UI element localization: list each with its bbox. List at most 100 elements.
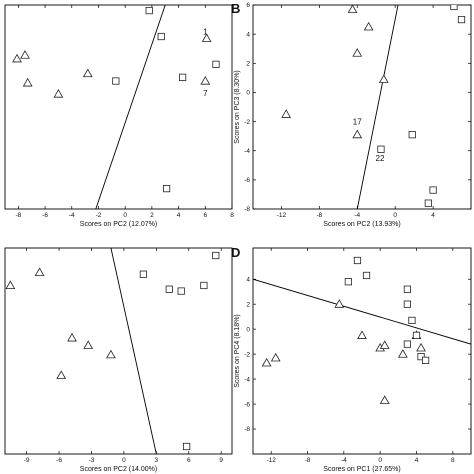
x-axis-label: Scores on PC2 (14.00%) bbox=[80, 466, 157, 473]
plot-frame bbox=[252, 4, 472, 210]
triangle-point bbox=[261, 357, 272, 367]
triangle-point bbox=[83, 340, 94, 349]
triangle-point bbox=[379, 340, 390, 349]
x-tick-label: 6 bbox=[187, 457, 191, 464]
decision-boundary bbox=[95, 5, 166, 209]
triangle-point bbox=[22, 77, 33, 87]
triangle-point bbox=[379, 395, 390, 404]
triangle-point bbox=[397, 349, 408, 358]
square-point bbox=[424, 199, 432, 207]
triangle-point bbox=[200, 76, 211, 85]
x-tick-label: 0 bbox=[123, 212, 127, 219]
triangle-point bbox=[352, 129, 363, 139]
x-tick-label: 3 bbox=[155, 457, 159, 464]
x-tick-label: -4 bbox=[354, 212, 360, 219]
square-point bbox=[182, 442, 191, 451]
square-point bbox=[162, 184, 171, 193]
square-point bbox=[408, 316, 416, 325]
triangle-point bbox=[20, 50, 30, 59]
square-point bbox=[362, 271, 371, 280]
point-annotation: 7 bbox=[203, 89, 208, 98]
square-point bbox=[403, 285, 412, 293]
square-point bbox=[145, 6, 153, 15]
x-tick-label: -4 bbox=[341, 457, 347, 464]
triangle-point bbox=[67, 332, 77, 342]
y-tick-label: 2 bbox=[246, 60, 250, 67]
plot-frame bbox=[252, 247, 472, 455]
point-annotation: 22 bbox=[376, 154, 385, 163]
x-tick-label: -2 bbox=[96, 212, 102, 219]
x-tick-label: -8 bbox=[305, 457, 311, 464]
y-tick-label: -6 bbox=[244, 401, 250, 408]
point-annotation: 17 bbox=[353, 117, 362, 126]
panel-3: -9 -6 -3 0 3 6 9 Scores on PC2 (14.00%) bbox=[4, 247, 233, 473]
y-tick-label: 6 bbox=[246, 2, 250, 9]
square-point bbox=[178, 73, 187, 81]
x-tick-label: 0 bbox=[393, 212, 397, 219]
triangle-point bbox=[82, 68, 93, 78]
x-tick-label: -3 bbox=[89, 457, 95, 464]
x-tick-label: -9 bbox=[24, 457, 30, 464]
square-point bbox=[403, 300, 412, 308]
decision-boundary bbox=[253, 278, 471, 345]
x-tick-label: 4 bbox=[431, 212, 435, 219]
square-point bbox=[450, 5, 458, 11]
square-point bbox=[212, 60, 220, 68]
square-point bbox=[200, 281, 208, 290]
plot-area bbox=[253, 256, 471, 404]
triangle-point bbox=[106, 349, 116, 359]
y-axis-label: Scores on PC3 (8.30%) bbox=[234, 70, 241, 144]
square-point bbox=[429, 186, 437, 194]
square-point bbox=[177, 287, 185, 295]
triangle-point bbox=[270, 352, 281, 362]
square-point bbox=[417, 353, 425, 361]
triangle-point bbox=[281, 109, 292, 118]
y-tick-label: -4 bbox=[244, 376, 250, 383]
plot-area bbox=[281, 5, 466, 209]
panel-1: -8 -6 -4 -2 0 2 4 6 8 Scores on PC2 (12.07%) 1 7 bbox=[4, 4, 234, 228]
y-tick-label: 4 bbox=[246, 31, 250, 38]
square-point bbox=[344, 278, 352, 286]
x-tick-label: -8 bbox=[15, 212, 21, 219]
plot-frame bbox=[4, 247, 233, 455]
x-tick-label: 2 bbox=[150, 212, 154, 219]
x-tick-label: 8 bbox=[230, 212, 234, 219]
x-tick-label: 9 bbox=[219, 457, 223, 464]
point-annotation: 1 bbox=[203, 28, 208, 37]
triangle-point bbox=[347, 5, 358, 13]
triangle-point bbox=[34, 267, 45, 276]
panel-2: -12 -8 -4 0 4 -8 -6 -4 -2 0 2 4 6 Scores on PC2 (13.9… bbox=[231, 1, 472, 228]
triangle-point bbox=[352, 48, 363, 57]
plot-frame bbox=[4, 4, 233, 210]
square-point bbox=[457, 15, 466, 24]
square-point bbox=[421, 356, 430, 364]
triangle-point bbox=[357, 330, 367, 339]
y-tick-label: -8 bbox=[244, 206, 250, 213]
x-tick-label: -4 bbox=[69, 212, 75, 219]
square-point bbox=[377, 145, 385, 153]
square-point bbox=[112, 77, 120, 85]
square-point bbox=[165, 285, 173, 293]
x-tick-label: -8 bbox=[316, 212, 322, 219]
x-axis-label: Scores on PC1 (27.65%) bbox=[323, 466, 400, 473]
triangle-point bbox=[201, 33, 212, 42]
panel-4: -12 -8 -4 0 4 8 -8 -6 -4 -2 0 2 4 Scores on PC1 (27.6… bbox=[231, 245, 472, 473]
x-tick-label: 0 bbox=[378, 457, 382, 464]
x-tick-label: -12 bbox=[277, 212, 287, 219]
triangle-point bbox=[5, 280, 16, 290]
square-point bbox=[212, 251, 220, 260]
triangle-point bbox=[12, 53, 22, 63]
panel-letter: B bbox=[231, 1, 240, 16]
square-point bbox=[353, 256, 362, 265]
decision-boundary bbox=[110, 248, 157, 454]
triangle-point bbox=[53, 89, 64, 98]
decision-boundary bbox=[356, 5, 399, 209]
y-tick-label: 2 bbox=[246, 301, 250, 308]
y-tick-label: 0 bbox=[246, 326, 250, 333]
x-tick-label: 0 bbox=[122, 457, 126, 464]
triangle-point bbox=[416, 342, 426, 352]
plot-area bbox=[12, 5, 220, 209]
square-point bbox=[403, 340, 412, 348]
square-point bbox=[157, 32, 165, 41]
